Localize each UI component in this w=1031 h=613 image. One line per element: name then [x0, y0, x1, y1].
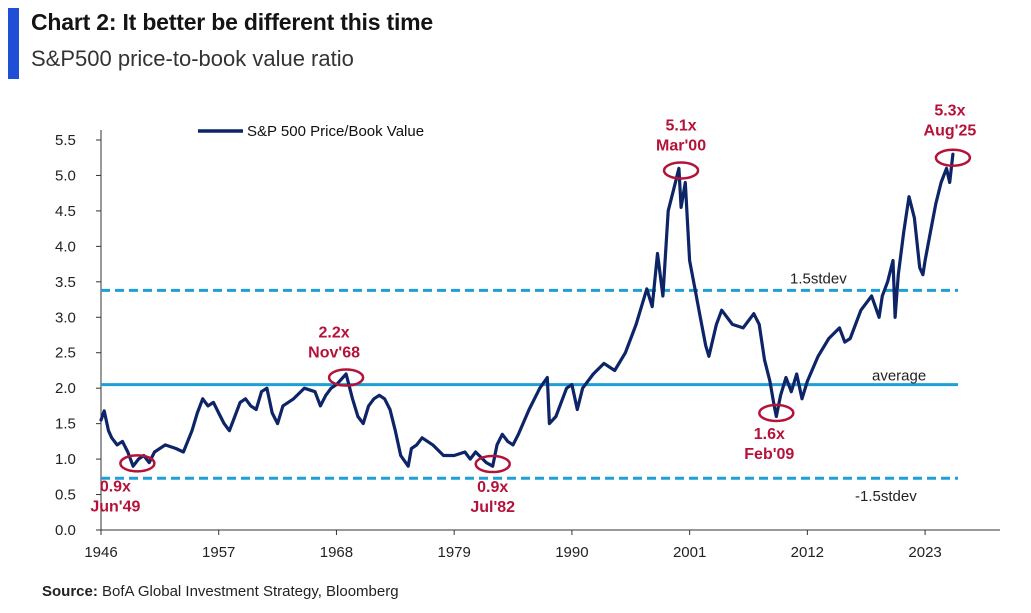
annotation-value-label: 2.2x	[319, 325, 350, 342]
x-tick-label: 2012	[791, 544, 824, 561]
annotation-date-label: Jun'49	[90, 498, 140, 515]
y-tick-label: 1.0	[55, 451, 76, 468]
annotations-group: 0.9x Jun'49 2.2x Nov'68 0.9x Jul'82 5.1x Mar'00…	[90, 103, 976, 516]
legend-label: S&P 500 Price/Book Value	[247, 123, 424, 140]
x-tick-label: 1979	[437, 544, 470, 561]
y-tick-label: 5.0	[55, 167, 76, 184]
chart-subtitle: S&P500 price-to-book value ratio	[31, 46, 354, 71]
annotation-date-label: Nov'68	[308, 345, 360, 362]
annotation-circle	[327, 368, 365, 387]
legend: S&P 500 Price/Book Value	[198, 123, 424, 140]
series-group	[99, 152, 955, 468]
x-tick-label: 2023	[908, 544, 941, 561]
source-text: BofA Global Investment Strategy, Bloombe…	[102, 583, 399, 600]
reference-label: -1.5stdev	[855, 488, 917, 505]
annotation-value-label: 5.3x	[934, 103, 965, 120]
annotation-value-label: 0.9x	[100, 478, 131, 495]
reference-label: average	[872, 368, 926, 385]
annotation-value-label: 0.9x	[477, 479, 508, 496]
annotation-date-label: Feb'09	[744, 446, 794, 463]
y-tick-label: 4.0	[55, 238, 76, 255]
y-tick-label: 1.5	[55, 416, 76, 433]
y-tick-label: 5.5	[55, 132, 76, 149]
y-tick-label: 3.5	[55, 274, 76, 291]
y-tick-label: 3.0	[55, 309, 76, 326]
annotation-circle	[119, 454, 156, 473]
source-note: Source: BofA Global Investment Strategy,…	[42, 583, 399, 600]
reference-lines: 1.5stdev average -1.5stdev	[101, 270, 958, 505]
annotation-circle	[662, 161, 700, 180]
title-accent-bar	[8, 8, 19, 79]
chart-title: Chart 2: It better be different this tim…	[31, 9, 434, 35]
annotation-value-label: 5.1x	[665, 117, 696, 134]
source-label: Source:	[42, 583, 98, 600]
x-tick-label: 1957	[202, 544, 235, 561]
annotation-date-label: Aug'25	[924, 123, 977, 140]
series-line	[99, 152, 955, 468]
y-tick-label: 0.0	[55, 522, 76, 539]
x-tick-label: 1968	[320, 544, 353, 561]
x-tick-label: 2001	[673, 544, 706, 561]
annotation-value-label: 1.6x	[754, 426, 785, 443]
x-tick-label: 1990	[555, 544, 588, 561]
chart-axes: 0.0 0.5 1.0 1.5 2.0 2.5 3.0 3.5 4.0 4.5 5.0 5.5 1946…	[55, 130, 1000, 561]
annotation-circle	[758, 403, 795, 423]
y-tick-label: 2.5	[55, 345, 76, 362]
annotation-date-label: Jul'82	[470, 499, 515, 516]
annotation-date-label: Mar'00	[656, 137, 706, 154]
y-tick-label: 0.5	[55, 487, 76, 504]
reference-label: 1.5stdev	[790, 270, 847, 287]
y-tick-label: 2.0	[55, 380, 76, 397]
chart-svg: 0.0 0.5 1.0 1.5 2.0 2.5 3.0 3.5 4.0 4.5 5.0 5.5 1946…	[55, 103, 1000, 561]
annotation-circle	[474, 454, 511, 474]
x-tick-label: 1946	[84, 544, 117, 561]
annotation-circle	[934, 148, 972, 167]
y-tick-label: 4.5	[55, 203, 76, 220]
